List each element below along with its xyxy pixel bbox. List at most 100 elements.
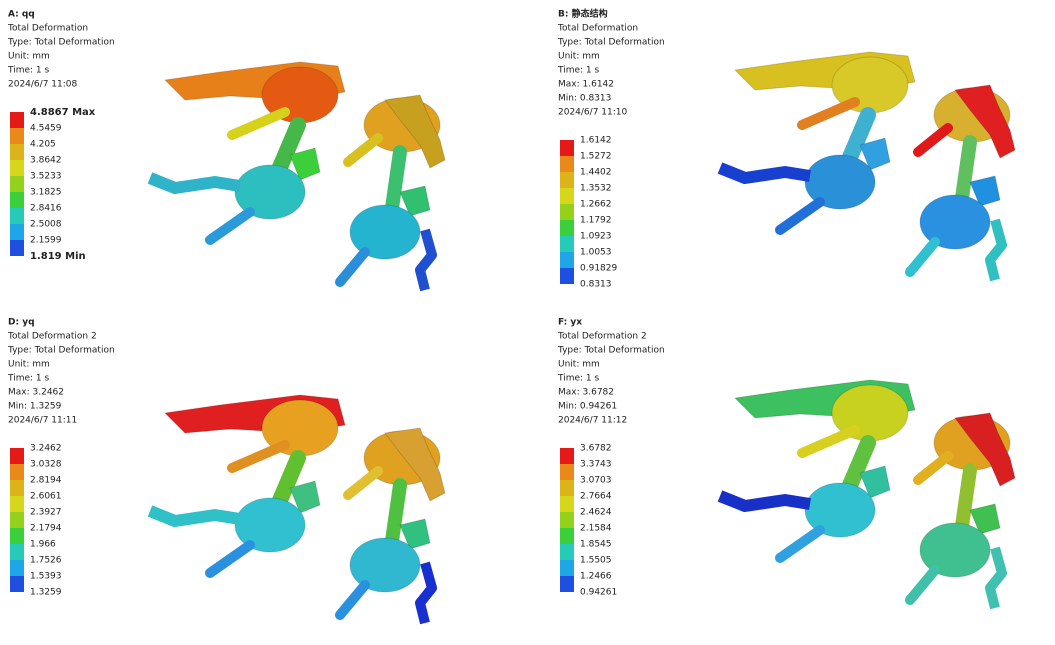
legend-label: 2.4624 xyxy=(580,508,612,518)
upper-shaft xyxy=(918,128,948,152)
legend-label: 4.8867 Max xyxy=(30,107,96,118)
legend-label: 1.8545 xyxy=(580,540,612,550)
info-line: Type: Total Deformation xyxy=(7,38,115,48)
info-line: Type: Total Deformation xyxy=(7,346,115,356)
panel-title: B: 静态结构 xyxy=(558,8,608,20)
legend-label: 0.94261 xyxy=(580,588,617,598)
legend-label: 1.819 Min xyxy=(30,251,86,262)
upper-shaft xyxy=(918,456,948,480)
upper-shaft xyxy=(802,102,855,125)
lower-shaft xyxy=(780,530,820,558)
legend-label: 2.1599 xyxy=(30,236,62,246)
info-line: Unit: mm xyxy=(558,52,600,62)
lower-shaft xyxy=(910,570,935,600)
lower-shaft xyxy=(340,252,365,282)
result-panel: D: yq Total Deformation 2 Type: Total Defo… xyxy=(7,318,445,624)
info-line: 2024/6/7 11:11 xyxy=(8,416,77,426)
legend-label: 1.966 xyxy=(30,540,56,550)
info-line: Max: 1.6142 xyxy=(558,80,614,90)
legend-band xyxy=(10,160,24,176)
info-line: Type: Total Deformation xyxy=(557,346,665,356)
link-rod xyxy=(962,470,970,526)
info-line: Min: 0.94261 xyxy=(558,402,617,412)
model-view xyxy=(150,395,445,623)
info-line: Time: 1 s xyxy=(557,374,600,384)
legend-band xyxy=(10,528,24,544)
bracket xyxy=(720,168,810,178)
panel-title: A: qq xyxy=(8,10,35,20)
legend-label: 1.5505 xyxy=(580,556,612,566)
legend-band xyxy=(10,208,24,224)
result-panel: F: yx Total Deformation 2 Type: Total Defo… xyxy=(557,318,1015,609)
result-panel: B: 静态结构Total DeformationType: Total Defo… xyxy=(557,8,1015,290)
upper-shaft xyxy=(802,430,855,453)
legend-label: 3.8642 xyxy=(30,156,62,166)
legend-label: 3.2462 xyxy=(30,444,62,454)
legend-label: 2.5008 xyxy=(30,220,62,230)
legend-band xyxy=(10,192,24,208)
info-line: Max: 3.2462 xyxy=(8,388,64,398)
legend-band xyxy=(560,576,574,592)
legend-label: 3.0703 xyxy=(580,476,612,486)
legend-label: 3.0328 xyxy=(30,460,62,470)
legend-band xyxy=(560,172,574,188)
legend-band xyxy=(10,480,24,496)
bracket xyxy=(720,496,810,506)
info-line: Time: 1 s xyxy=(557,66,600,76)
bracket xyxy=(150,511,240,521)
info-line: Max: 3.6782 xyxy=(558,388,614,398)
legend-label: 1.0923 xyxy=(580,232,612,242)
upper-shaft xyxy=(232,445,285,468)
info-line: 2024/6/7 11:08 xyxy=(8,80,77,90)
upper-shaft xyxy=(232,112,285,135)
legend-band xyxy=(10,496,24,512)
legend-band xyxy=(560,496,574,512)
legend-band xyxy=(560,448,574,464)
figure: A: qq Total Deformation Type: Total Deform… xyxy=(0,0,1055,645)
legend-band xyxy=(560,188,574,204)
legend-band xyxy=(560,512,574,528)
lower-shaft xyxy=(210,545,250,573)
lower-shaft xyxy=(910,242,935,272)
legend-label: 1.0053 xyxy=(580,248,612,258)
legend-label: 4.205 xyxy=(30,140,56,150)
panel-title: F: yx xyxy=(558,318,582,328)
legend-label: 1.3532 xyxy=(580,184,612,194)
legend-label: 2.7664 xyxy=(580,492,612,502)
legend-band xyxy=(10,560,24,576)
info-line: Total Deformation 2 xyxy=(7,332,97,342)
legend-band xyxy=(560,156,574,172)
legend-band xyxy=(10,112,24,128)
legend-label: 1.4402 xyxy=(580,168,612,178)
info-line: Total Deformation xyxy=(7,24,88,34)
bracket xyxy=(990,220,1002,280)
panel-title: D: yq xyxy=(8,318,35,328)
model-view xyxy=(150,62,445,290)
info-line: Unit: mm xyxy=(558,360,600,370)
legend-band xyxy=(560,528,574,544)
bracket xyxy=(420,563,432,623)
legend-band xyxy=(560,140,574,156)
legend-band xyxy=(10,176,24,192)
info-line: Type: Total Deformation xyxy=(557,38,665,48)
legend-label: 3.6782 xyxy=(580,444,612,454)
legend-label: 1.3259 xyxy=(30,588,62,598)
info-line: Time: 1 s xyxy=(7,66,50,76)
info-line: Time: 1 s xyxy=(7,374,50,384)
info-line: Unit: mm xyxy=(8,360,50,370)
legend-label: 2.1794 xyxy=(30,524,62,534)
legend-band xyxy=(560,220,574,236)
lower-shaft xyxy=(780,202,820,230)
legend-band xyxy=(10,240,24,256)
legend-label: 1.5393 xyxy=(30,572,62,582)
legend-band xyxy=(560,252,574,268)
legend-label: 1.2662 xyxy=(580,200,612,210)
legend-label: 2.8416 xyxy=(30,204,62,214)
info-line: 2024/6/7 11:12 xyxy=(558,416,627,426)
legend-label: 3.1825 xyxy=(30,188,62,198)
link-rod xyxy=(962,142,970,198)
info-line: Total Deformation 2 xyxy=(557,332,647,342)
bracket xyxy=(420,230,432,290)
bracket xyxy=(990,548,1002,608)
legend-band xyxy=(560,204,574,220)
